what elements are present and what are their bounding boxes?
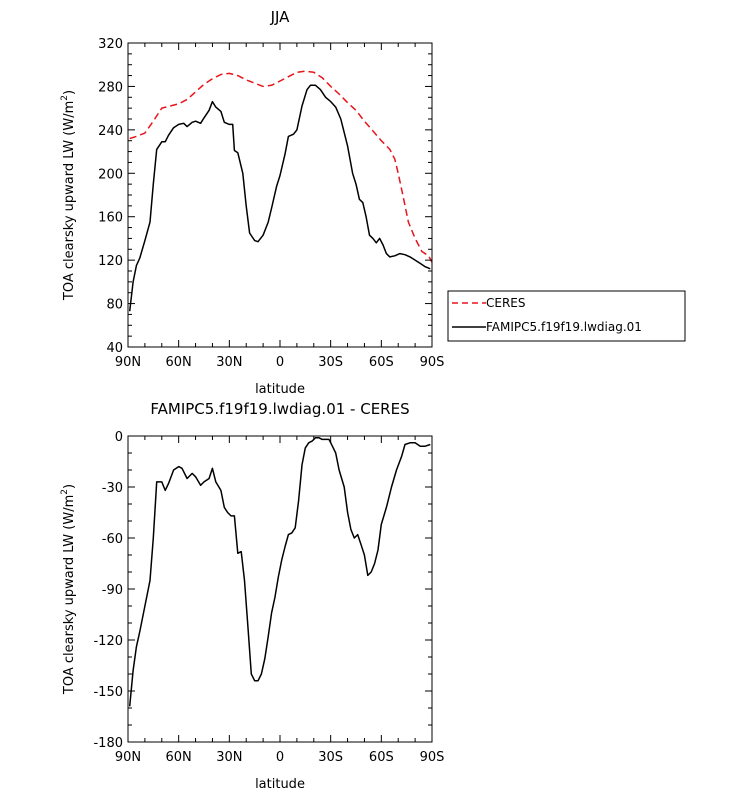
- legend-entry-model: FAMIPC5.f19f19.lwdiag.01: [486, 320, 642, 334]
- x-tick-label: 90N: [115, 355, 141, 370]
- x-tick-label: 60S: [369, 750, 394, 765]
- y-tick-label: 120: [98, 254, 123, 269]
- x-tick-label: 0: [276, 355, 284, 370]
- x-tick-label: 60S: [369, 355, 394, 370]
- x-tick-label: 30S: [318, 750, 343, 765]
- y-tick-label: -120: [93, 634, 123, 649]
- y-tick-label: 280: [98, 80, 123, 95]
- y-tick-label: 160: [98, 211, 123, 226]
- plot-frame: [127, 42, 433, 348]
- x-axis-label: latitude: [255, 777, 305, 792]
- legend-entry-ceres: CERES: [486, 296, 526, 310]
- y-tick-label: -30: [102, 481, 123, 496]
- x-tick-label: 90S: [420, 750, 445, 765]
- x-tick-label: 0: [276, 750, 284, 765]
- panel-bottom: FAMIPC5.f19f19.lwdiag.01 - CERES 90N 60N 3…: [60, 400, 444, 792]
- series-line-famipc5-f19f19-lwdiag-01: [128, 84, 431, 312]
- y-tick-label: -180: [93, 736, 123, 751]
- y-tick-label: -60: [102, 532, 123, 547]
- chart-title: JJA: [270, 8, 291, 26]
- y-tick-label: 200: [98, 167, 123, 182]
- y-tick-label: 40: [106, 341, 123, 356]
- chart-title: FAMIPC5.f19f19.lwdiag.01 - CERES: [150, 400, 409, 418]
- x-axis-label: latitude: [255, 382, 305, 397]
- x-tick-label: 90S: [420, 355, 445, 370]
- plot-frame: [127, 435, 433, 743]
- x-tick-label: 30S: [318, 355, 343, 370]
- legend: CERES FAMIPC5.f19f19.lwdiag.01: [447, 290, 686, 342]
- y-tick-label: -90: [102, 583, 123, 598]
- plot-area: 90N 60N 30N 0 30S 60S 90S -180 -150 -120 -90 -60 -30…: [93, 430, 444, 765]
- y-tick-label: 320: [98, 37, 123, 52]
- y-tick-label: 80: [106, 298, 123, 313]
- y-tick-label: 0: [115, 430, 123, 445]
- legend-box: [447, 290, 686, 342]
- y-tick-label: 240: [98, 124, 123, 139]
- x-tick-label: 60N: [166, 355, 192, 370]
- y-tick-label: -150: [93, 685, 123, 700]
- x-tick-label: 30N: [216, 355, 242, 370]
- y-axis-label: TOA clearsky upward LW (W/m2): [60, 484, 77, 695]
- series-line-difference: [128, 436, 431, 707]
- x-tick-label: 60N: [166, 750, 192, 765]
- y-axis-label: TOA clearsky upward LW (W/m2): [60, 90, 77, 301]
- series-line-ceres: [129, 70, 433, 263]
- plot-area: 90N 60N 30N 0 30S 60S 90S 40 80 120 160 200 240 280 32…: [98, 37, 444, 370]
- x-tick-label: 90N: [115, 750, 141, 765]
- x-tick-label: 30N: [216, 750, 242, 765]
- panel-top: JJA 90N 60N 30N 0 30S 60S 90S 40 80 120 160 200 240 2…: [60, 8, 444, 397]
